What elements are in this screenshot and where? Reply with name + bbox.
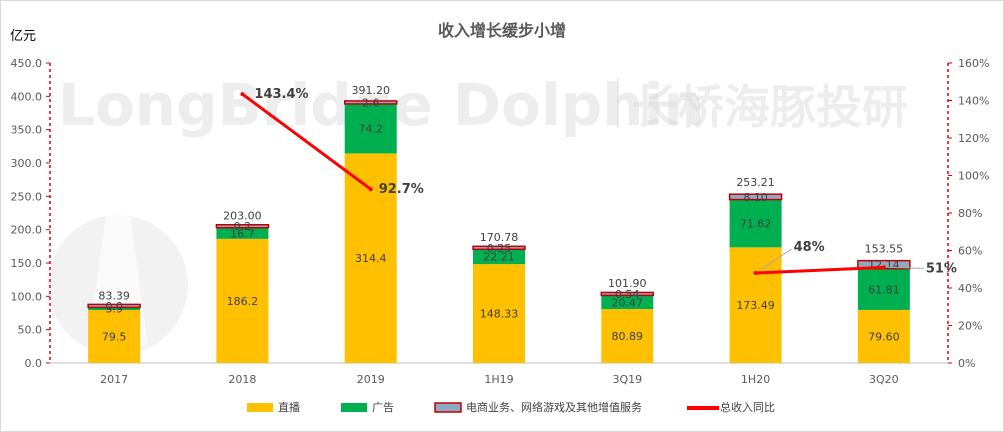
bar-segment [857, 268, 910, 310]
left-axis-tick-label: 50.0 [18, 324, 43, 337]
data-label: 12.14 [868, 259, 900, 272]
left-axis-tick-label: 150.0 [11, 257, 43, 270]
total-label: 170.78 [480, 231, 519, 244]
bar-segment [472, 245, 526, 251]
right-axis-tick-label: 60% [958, 245, 982, 258]
bar-segment [216, 227, 269, 239]
data-label: 0.54 [615, 288, 640, 301]
left-axis-tick-label: 400.0 [11, 90, 43, 103]
x-axis-tick-label: 2017 [100, 373, 128, 386]
yoy-point [753, 271, 758, 275]
bar-segment [88, 310, 141, 363]
bar-segment [473, 249, 525, 265]
x-axis-tick-label: 3Q20 [869, 373, 899, 386]
data-label: 0.2 [234, 220, 252, 233]
data-label: 20.47 [612, 296, 644, 309]
chart-title: 收入增长缓步小增 [438, 21, 566, 40]
yoy-leader-line [761, 248, 792, 270]
data-label: 16.7 [230, 227, 255, 240]
left-axis-tick-label: 450.0 [11, 57, 43, 70]
bar-segment [343, 100, 398, 105]
yoy-label: 51% [926, 261, 957, 276]
left-axis-tick-label: 0.0 [25, 357, 43, 370]
data-label: 79.60 [868, 330, 900, 343]
left-axis-tick-label: 350.0 [11, 124, 43, 137]
y-axis-unit: 亿元 [10, 29, 36, 44]
data-label: 173.49 [736, 299, 775, 312]
bar-segment [601, 309, 654, 363]
right-axis-tick-label: 160% [958, 57, 989, 70]
total-label: 391.20 [351, 84, 390, 97]
bar-segment [729, 199, 782, 248]
bar-segment [600, 291, 655, 297]
data-label: 186.2 [227, 295, 259, 308]
bar-segment [729, 247, 782, 363]
legend-label: 直播 [278, 400, 300, 414]
bar-segment [216, 238, 269, 363]
bar-segment [728, 193, 783, 201]
data-label: 2.6 [362, 96, 380, 109]
yoy-point [368, 187, 373, 192]
left-axis-tick-label: 250.0 [11, 190, 43, 203]
data-label: 0.25 [487, 242, 512, 255]
x-axis-tick-label: 2019 [357, 373, 385, 386]
yoy-label: 92.7% [379, 182, 424, 197]
left-axis-tick-label: 200.0 [11, 224, 43, 237]
right-axis-tick-label: 0% [958, 357, 975, 370]
bar-segment [88, 307, 141, 310]
left-axis-tick-label: 100.0 [11, 290, 43, 303]
data-label: 8.10 [743, 191, 768, 204]
legend-label: 电商业务、网络游戏及其他增值服务 [466, 400, 642, 414]
yoy-label: 48% [794, 240, 825, 255]
data-label: 61.81 [868, 283, 900, 296]
right-axis-tick-label: 80% [958, 207, 982, 220]
yoy-line-segment [241, 92, 372, 191]
data-label: 22.21 [483, 251, 515, 264]
data-label: 74.2 [358, 123, 383, 136]
bar-segment [87, 303, 141, 309]
x-axis-tick-label: 3Q19 [612, 373, 642, 386]
total-label: 101.90 [608, 277, 647, 290]
data-label: 79.5 [102, 331, 127, 344]
data-label: 80.89 [612, 330, 644, 343]
right-axis-tick-label: 40% [958, 282, 982, 295]
data-label: 0.0 [105, 300, 123, 313]
right-axis-tick-label: 120% [958, 132, 989, 145]
total-label: 83.39 [98, 289, 130, 302]
data-label: 148.33 [480, 308, 519, 321]
watermark-text-cjk: 长桥海豚投研 [632, 80, 908, 134]
x-axis-tick-label: 1H19 [484, 373, 513, 386]
right-axis-tick-label: 20% [958, 320, 982, 333]
legend-label: 广告 [372, 401, 394, 414]
bar-segment [601, 295, 654, 310]
legend-swatch [434, 402, 462, 413]
yoy-leader-line [887, 266, 924, 269]
legend-label: 总收入同比 [720, 400, 775, 414]
x-axis-tick-label: 2018 [228, 373, 256, 386]
bar-segment [857, 309, 910, 363]
total-label: 203.00 [223, 210, 262, 223]
yoy-point [240, 92, 245, 97]
x-axis-tick-label: 1H20 [741, 373, 770, 386]
bar-segment [344, 103, 397, 154]
yoy-label: 143.4% [254, 87, 308, 102]
right-axis-tick-label: 140% [958, 95, 989, 108]
bar-segment [215, 223, 270, 229]
yoy-point [881, 265, 886, 270]
left-axis-tick-label: 300.0 [11, 157, 43, 170]
total-label: 253.21 [736, 176, 775, 189]
total-label: 153.55 [865, 243, 904, 256]
right-axis-tick-label: 100% [958, 170, 989, 183]
yoy-line-segment [755, 265, 884, 275]
data-label: 314.4 [355, 252, 387, 265]
bar-segment [473, 264, 525, 363]
legend-swatch [341, 403, 367, 412]
data-label: 71.62 [740, 217, 772, 230]
legend-swatch [247, 403, 273, 412]
